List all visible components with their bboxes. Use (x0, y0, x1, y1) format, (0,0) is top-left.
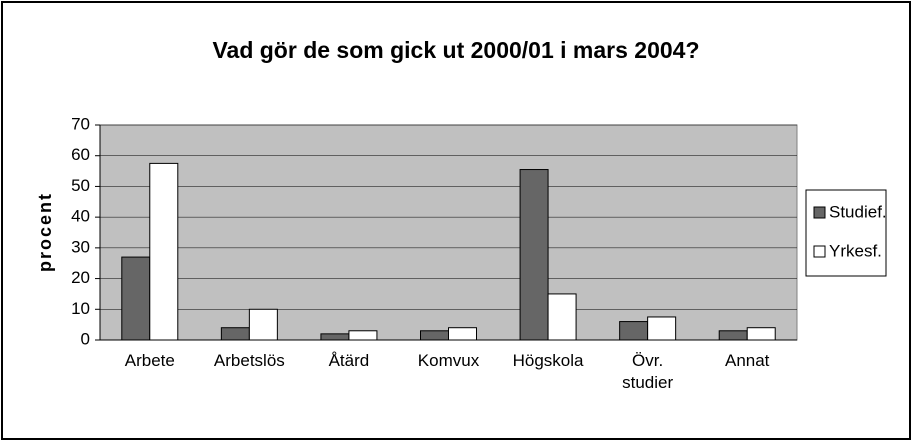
bar (320, 333, 350, 341)
bar (619, 321, 649, 341)
y-axis-label: procent (35, 192, 55, 272)
plot-area (99, 124, 798, 341)
y-tick-label: 10 (71, 299, 90, 318)
y-tick-label: 20 (71, 268, 90, 287)
x-tick-label: Åtärd (328, 351, 370, 370)
bar (519, 169, 549, 341)
legend-swatch (813, 206, 826, 219)
x-tick-label: Annat (724, 351, 770, 370)
legend-label: Yrkesf. (829, 241, 882, 260)
y-tick-label: 60 (71, 145, 90, 164)
y-tick-label: 70 (71, 114, 90, 133)
legend-label: Studief. (829, 202, 887, 221)
legend-box (805, 189, 887, 277)
y-tick-label: 40 (71, 207, 90, 226)
bar (647, 316, 677, 341)
x-tick-label: Komvux (417, 351, 480, 370)
bar (121, 256, 151, 341)
x-tick-label: Arbetslös (213, 351, 285, 370)
bar (746, 327, 776, 341)
x-tick-label: Arbete (124, 351, 175, 370)
x-tick-label: Övr. studier (622, 351, 674, 392)
bar (248, 308, 278, 341)
bar (420, 330, 449, 341)
bar (348, 330, 378, 341)
legend-swatch (813, 245, 826, 258)
bar (220, 327, 250, 341)
bar (718, 330, 748, 341)
bar (448, 327, 477, 341)
bar (547, 293, 577, 341)
chart-title: Vad gör de som gick ut 2000/01 i mars 20… (212, 37, 699, 63)
y-tick-label: 0 (81, 329, 90, 348)
y-tick-label: 50 (71, 176, 90, 195)
y-tick-label: 30 (71, 237, 90, 256)
x-tick-label: Högskola (512, 351, 584, 370)
bar (149, 162, 179, 341)
